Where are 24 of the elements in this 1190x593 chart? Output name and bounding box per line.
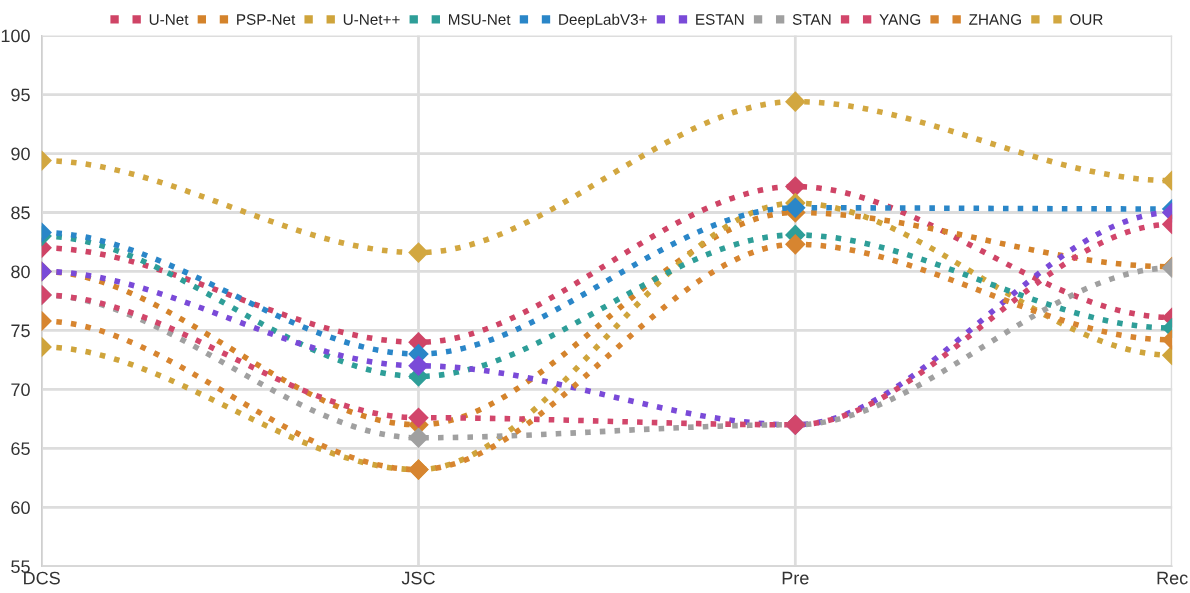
x-tick-label: Pre (782, 571, 809, 585)
y-tick-label: 70 (11, 383, 30, 397)
legend-label: DeepLabV3+ (559, 13, 647, 28)
legend-label: MSU-Net (449, 14, 511, 25)
x-tick-label: Rec (1157, 571, 1188, 585)
y-tick-label: 95 (11, 88, 30, 102)
y-tick-label: 75 (11, 324, 30, 338)
legend-label: YANG (879, 14, 921, 25)
legend-label: ESTAN (696, 14, 744, 25)
legend-label: U-Net (149, 14, 189, 25)
legend-label: OUR (1070, 14, 1103, 25)
legend-label: PSP-Net (237, 14, 296, 25)
x-tick-label: JSC (401, 571, 435, 585)
y-tick-label: 60 (11, 501, 30, 515)
y-tick-label: 65 (11, 442, 30, 456)
legend-label: U-Net++ (343, 14, 400, 25)
y-tick-label: 80 (11, 265, 30, 279)
y-tick-label: 85 (11, 206, 30, 220)
legend-label: ZHANG (969, 14, 1021, 25)
y-tick-label: 55 (11, 560, 30, 574)
y-tick-label: 100 (1, 29, 30, 43)
x-tick-label: DCS (24, 571, 60, 585)
y-tick-label: 90 (11, 147, 30, 161)
legend-label: STAN (792, 14, 831, 25)
